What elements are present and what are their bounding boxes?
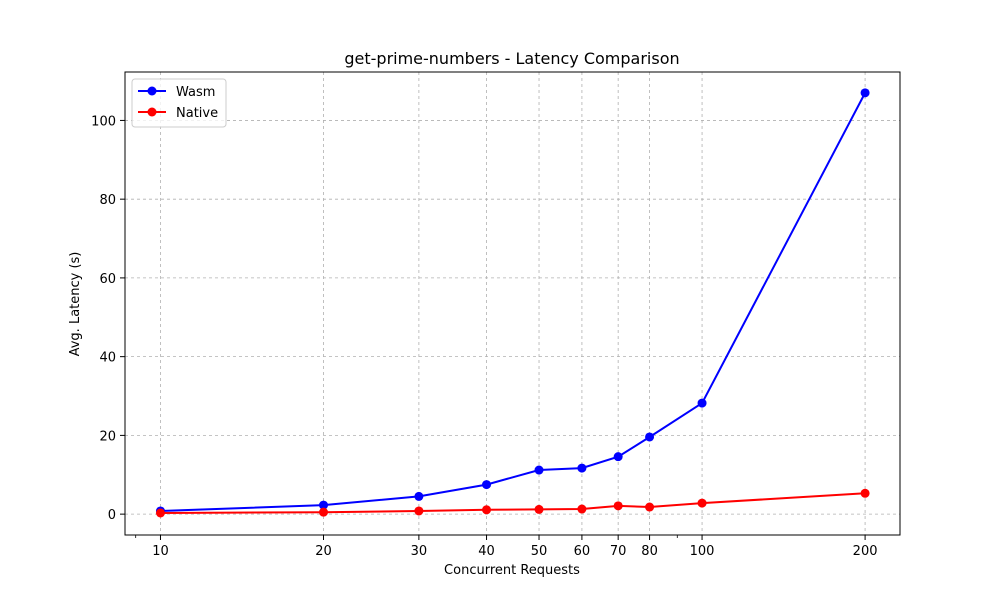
series-line-native bbox=[160, 492, 866, 514]
legend-marker-wasm bbox=[147, 86, 157, 96]
x-tick-label: 40 bbox=[478, 544, 495, 559]
y-tick-label: 0 bbox=[108, 508, 116, 523]
data-point-wasm bbox=[697, 398, 707, 408]
y-tick-label: 100 bbox=[91, 114, 116, 129]
x-tick-label: 30 bbox=[411, 544, 428, 559]
x-tick-label: 70 bbox=[610, 544, 627, 559]
x-tick-label: 10 bbox=[152, 544, 169, 559]
legend-label-wasm: Wasm bbox=[176, 85, 215, 100]
data-point-wasm bbox=[319, 500, 329, 510]
y-tick-label: 80 bbox=[99, 193, 116, 208]
data-point-native bbox=[319, 507, 329, 517]
data-point-wasm bbox=[860, 88, 870, 98]
data-point-native bbox=[534, 504, 544, 514]
legend: Wasm Native bbox=[131, 78, 227, 128]
data-point-native bbox=[645, 502, 655, 512]
data-point-native bbox=[155, 508, 165, 518]
data-point-wasm bbox=[534, 465, 544, 475]
data-point-wasm bbox=[482, 480, 492, 490]
data-point-wasm bbox=[645, 432, 655, 442]
data-point-native bbox=[482, 505, 492, 515]
plot-frame bbox=[124, 71, 901, 536]
x-axis-label: Concurrent Requests bbox=[444, 563, 580, 578]
legend-label-native: Native bbox=[176, 106, 218, 121]
data-point-native bbox=[613, 501, 623, 511]
chart-title: get-prime-numbers - Latency Comparison bbox=[344, 49, 679, 68]
data-point-native bbox=[860, 488, 870, 498]
legend-marker-native bbox=[147, 107, 157, 117]
series-line-wasm bbox=[160, 92, 866, 512]
y-tick-label: 60 bbox=[99, 272, 116, 287]
x-tick-label: 200 bbox=[853, 544, 878, 559]
y-tick-label: 40 bbox=[99, 351, 116, 366]
data-point-native bbox=[697, 498, 707, 508]
x-tick-label: 50 bbox=[531, 544, 548, 559]
x-axis: 10 20 30 40 50 60 70 80 100 200 bbox=[135, 535, 878, 559]
data-point-wasm bbox=[414, 491, 424, 501]
data-point-native bbox=[577, 504, 587, 514]
data-point-wasm bbox=[613, 452, 623, 462]
x-tick-label: 60 bbox=[574, 544, 591, 559]
y-tick-label: 20 bbox=[99, 429, 116, 444]
x-tick-label: 100 bbox=[690, 544, 715, 559]
y-axis-label: Avg. Latency (s) bbox=[68, 252, 83, 357]
y-axis: 0 20 40 60 80 100 bbox=[91, 114, 125, 523]
series-layer bbox=[155, 88, 870, 518]
x-tick-label: 80 bbox=[641, 544, 658, 559]
x-tick-label: 20 bbox=[315, 544, 332, 559]
data-point-wasm bbox=[577, 463, 587, 473]
data-point-native bbox=[414, 506, 424, 516]
